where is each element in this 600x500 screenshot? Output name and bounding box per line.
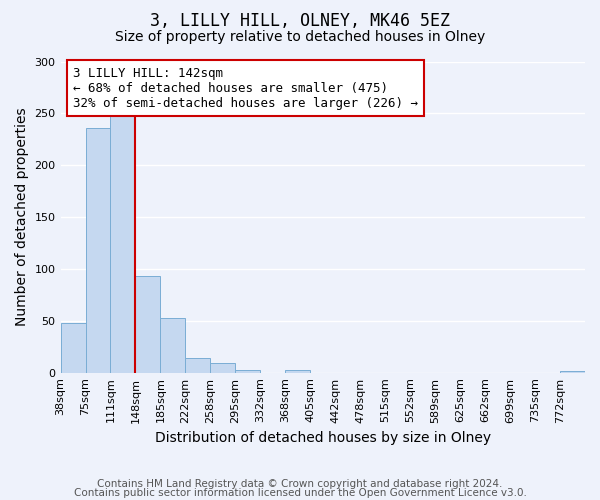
Text: Contains public sector information licensed under the Open Government Licence v3: Contains public sector information licen… [74,488,526,498]
Bar [235,370,260,372]
Bar [61,323,86,372]
Bar [286,370,310,372]
Bar [560,370,585,372]
Text: Size of property relative to detached houses in Olney: Size of property relative to detached ho… [115,30,485,44]
Bar [185,358,211,372]
Text: 3 LILLY HILL: 142sqm
← 68% of detached houses are smaller (475)
32% of semi-deta: 3 LILLY HILL: 142sqm ← 68% of detached h… [73,66,418,110]
Bar [136,276,160,372]
Text: Contains HM Land Registry data © Crown copyright and database right 2024.: Contains HM Land Registry data © Crown c… [97,479,503,489]
Bar [160,318,185,372]
Y-axis label: Number of detached properties: Number of detached properties [15,108,29,326]
Bar [211,364,235,372]
Text: 3, LILLY HILL, OLNEY, MK46 5EZ: 3, LILLY HILL, OLNEY, MK46 5EZ [150,12,450,30]
Bar [86,128,110,372]
Bar [110,114,136,372]
X-axis label: Distribution of detached houses by size in Olney: Distribution of detached houses by size … [155,431,491,445]
